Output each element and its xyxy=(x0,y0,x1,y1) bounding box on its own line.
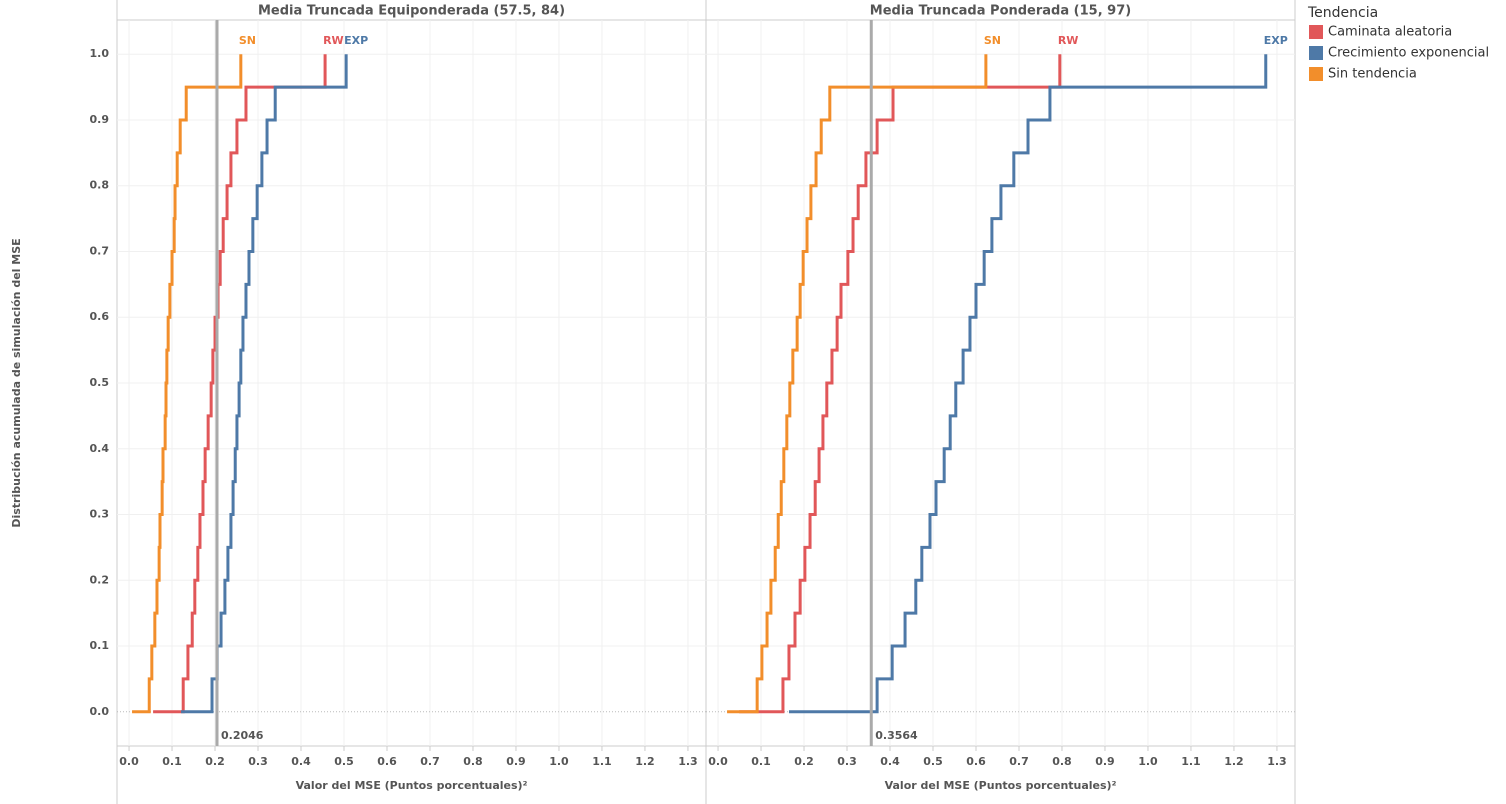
reference-label: 0.3564 xyxy=(875,729,918,742)
y-tick-label: 0.5 xyxy=(90,376,110,389)
legend-swatch xyxy=(1309,67,1323,81)
legend-label: Crecimiento exponencial xyxy=(1328,46,1489,61)
end-label: SN xyxy=(984,34,1001,47)
x-tick-label: 0.3 xyxy=(837,755,857,768)
end-label: RW xyxy=(1058,34,1079,47)
x-tick-label: 0.1 xyxy=(162,755,182,768)
x-tick-label: 0.8 xyxy=(1052,755,1072,768)
legend-title: Tendencia xyxy=(1307,5,1378,21)
x-axis-label: Valor del MSE (Puntos porcentuales)² xyxy=(885,779,1117,792)
x-tick-label: 0.0 xyxy=(119,755,139,768)
x-tick-label: 0.6 xyxy=(377,755,397,768)
x-tick-label: 1.0 xyxy=(1138,755,1158,768)
panel-title: Media Truncada Equiponderada (57.5, 84) xyxy=(258,4,565,19)
x-tick-label: 1.2 xyxy=(635,755,655,768)
y-tick-label: 0.2 xyxy=(90,573,110,586)
y-axis-label: Distribución acumulada de simulación del… xyxy=(10,238,23,527)
y-tick-label: 0.0 xyxy=(90,705,110,718)
reference-label: 0.2046 xyxy=(221,729,264,742)
x-tick-label: 0.1 xyxy=(751,755,771,768)
end-label: RW xyxy=(323,34,344,47)
series-line xyxy=(788,54,1268,714)
end-label: EXP xyxy=(344,34,368,47)
x-axis-label: Valor del MSE (Puntos porcentuales)² xyxy=(296,779,528,792)
x-tick-label: 0.7 xyxy=(420,755,440,768)
x-tick-label: 0.3 xyxy=(248,755,268,768)
x-tick-label: 1.3 xyxy=(678,755,698,768)
y-tick-label: 0.4 xyxy=(90,442,110,455)
y-tick-label: 0.8 xyxy=(90,179,110,192)
x-tick-label: 0.7 xyxy=(1009,755,1029,768)
legend-label: Caminata aleatoria xyxy=(1328,25,1452,40)
y-tick-label: 0.1 xyxy=(90,639,110,652)
y-tick-label: 0.9 xyxy=(90,113,110,126)
y-tick-label: 0.3 xyxy=(90,508,110,521)
legend-swatch xyxy=(1309,46,1323,60)
x-tick-label: 0.6 xyxy=(966,755,986,768)
series-line xyxy=(739,54,1062,714)
x-tick-label: 1.1 xyxy=(592,755,612,768)
x-tick-label: 0.9 xyxy=(1095,755,1115,768)
x-tick-label: 0.5 xyxy=(923,755,943,768)
x-tick-label: 1.2 xyxy=(1224,755,1244,768)
x-tick-label: 0.8 xyxy=(463,755,483,768)
x-tick-label: 0.4 xyxy=(291,755,311,768)
series-line xyxy=(153,54,327,714)
x-tick-label: 0.9 xyxy=(506,755,526,768)
y-tick-label: 0.6 xyxy=(90,310,110,323)
series-line xyxy=(727,54,988,714)
series-line xyxy=(181,54,348,714)
x-tick-label: 0.4 xyxy=(880,755,900,768)
panel-title: Media Truncada Ponderada (15, 97) xyxy=(870,4,1131,19)
y-tick-label: 0.7 xyxy=(90,244,110,257)
end-label: SN xyxy=(239,34,256,47)
legend-swatch xyxy=(1309,25,1323,39)
legend-label: Sin tendencia xyxy=(1328,67,1417,82)
x-tick-label: 0.2 xyxy=(794,755,814,768)
end-label: EXP xyxy=(1264,34,1288,47)
series-line xyxy=(132,54,243,714)
x-tick-label: 1.3 xyxy=(1267,755,1287,768)
x-tick-label: 0.0 xyxy=(708,755,728,768)
x-tick-label: 0.5 xyxy=(334,755,354,768)
x-tick-label: 1.1 xyxy=(1181,755,1201,768)
x-tick-label: 1.0 xyxy=(549,755,569,768)
y-tick-label: 1.0 xyxy=(90,47,110,60)
x-tick-label: 0.2 xyxy=(205,755,225,768)
